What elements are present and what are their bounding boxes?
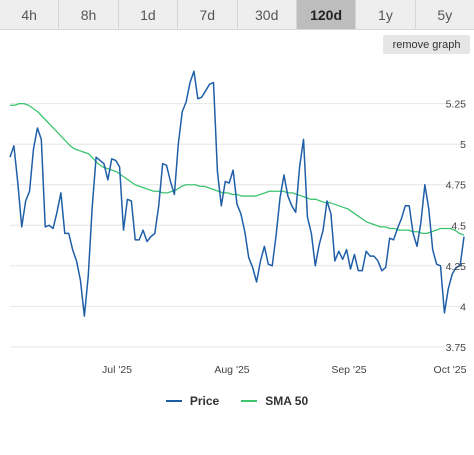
remove-graph-button[interactable]: remove graph: [383, 35, 470, 54]
legend-item-price[interactable]: Price: [165, 394, 220, 408]
tab-7d[interactable]: 7d: [178, 0, 238, 30]
price-chart: 3.75 4 4.25 4.5 4.75 5 5.25 Jul '25 Aug '25 Sep …: [9, 70, 467, 376]
tab-1d[interactable]: 1d: [118, 0, 179, 30]
legend-swatch-price: [165, 400, 182, 402]
x-tick-label: Jul '25: [102, 364, 132, 376]
y-axis-labels: 3.75 4 4.25 4.5 4.75 5 5.25: [446, 99, 467, 354]
y-tick-label: 5.25: [446, 99, 467, 111]
tab-30d[interactable]: 30d: [237, 0, 297, 30]
y-tick-label: 5: [460, 139, 466, 151]
y-tick-label: 4.25: [446, 261, 467, 273]
legend-label-sma-50: SMA 50: [265, 394, 309, 408]
x-axis-labels: Jul '25 Aug '25 Sep '25 Oct '25: [102, 364, 467, 376]
sma-50-line: [10, 103, 465, 236]
tab-1y[interactable]: 1y: [356, 0, 416, 30]
legend-item-sma-50[interactable]: SMA 50: [241, 394, 308, 408]
tab-8h[interactable]: 8h: [59, 0, 119, 30]
price-line: [9, 70, 465, 317]
timeframe-tabs: 4h 8h 1d 7d 30d 120d 1y 5y: [0, 0, 474, 30]
chart-lines: [9, 70, 465, 317]
tab-4h[interactable]: 4h: [0, 0, 60, 30]
y-tick-label: 4.5: [451, 220, 466, 232]
x-tick-label: Sep '25: [331, 364, 366, 376]
x-tick-label: Aug '25: [214, 364, 249, 376]
y-tick-label: 4.75: [446, 180, 467, 192]
tab-120d[interactable]: 120d: [296, 0, 357, 30]
legend-swatch-sma-50: [241, 400, 258, 402]
chart-legend: Price SMA 50: [0, 393, 474, 409]
x-tick-label: Oct '25: [434, 364, 467, 376]
chart-grid: [10, 103, 464, 348]
tab-5y[interactable]: 5y: [415, 0, 474, 30]
y-tick-label: 3.75: [446, 342, 467, 354]
y-tick-label: 4: [460, 301, 466, 313]
legend-label-price: Price: [189, 394, 220, 408]
